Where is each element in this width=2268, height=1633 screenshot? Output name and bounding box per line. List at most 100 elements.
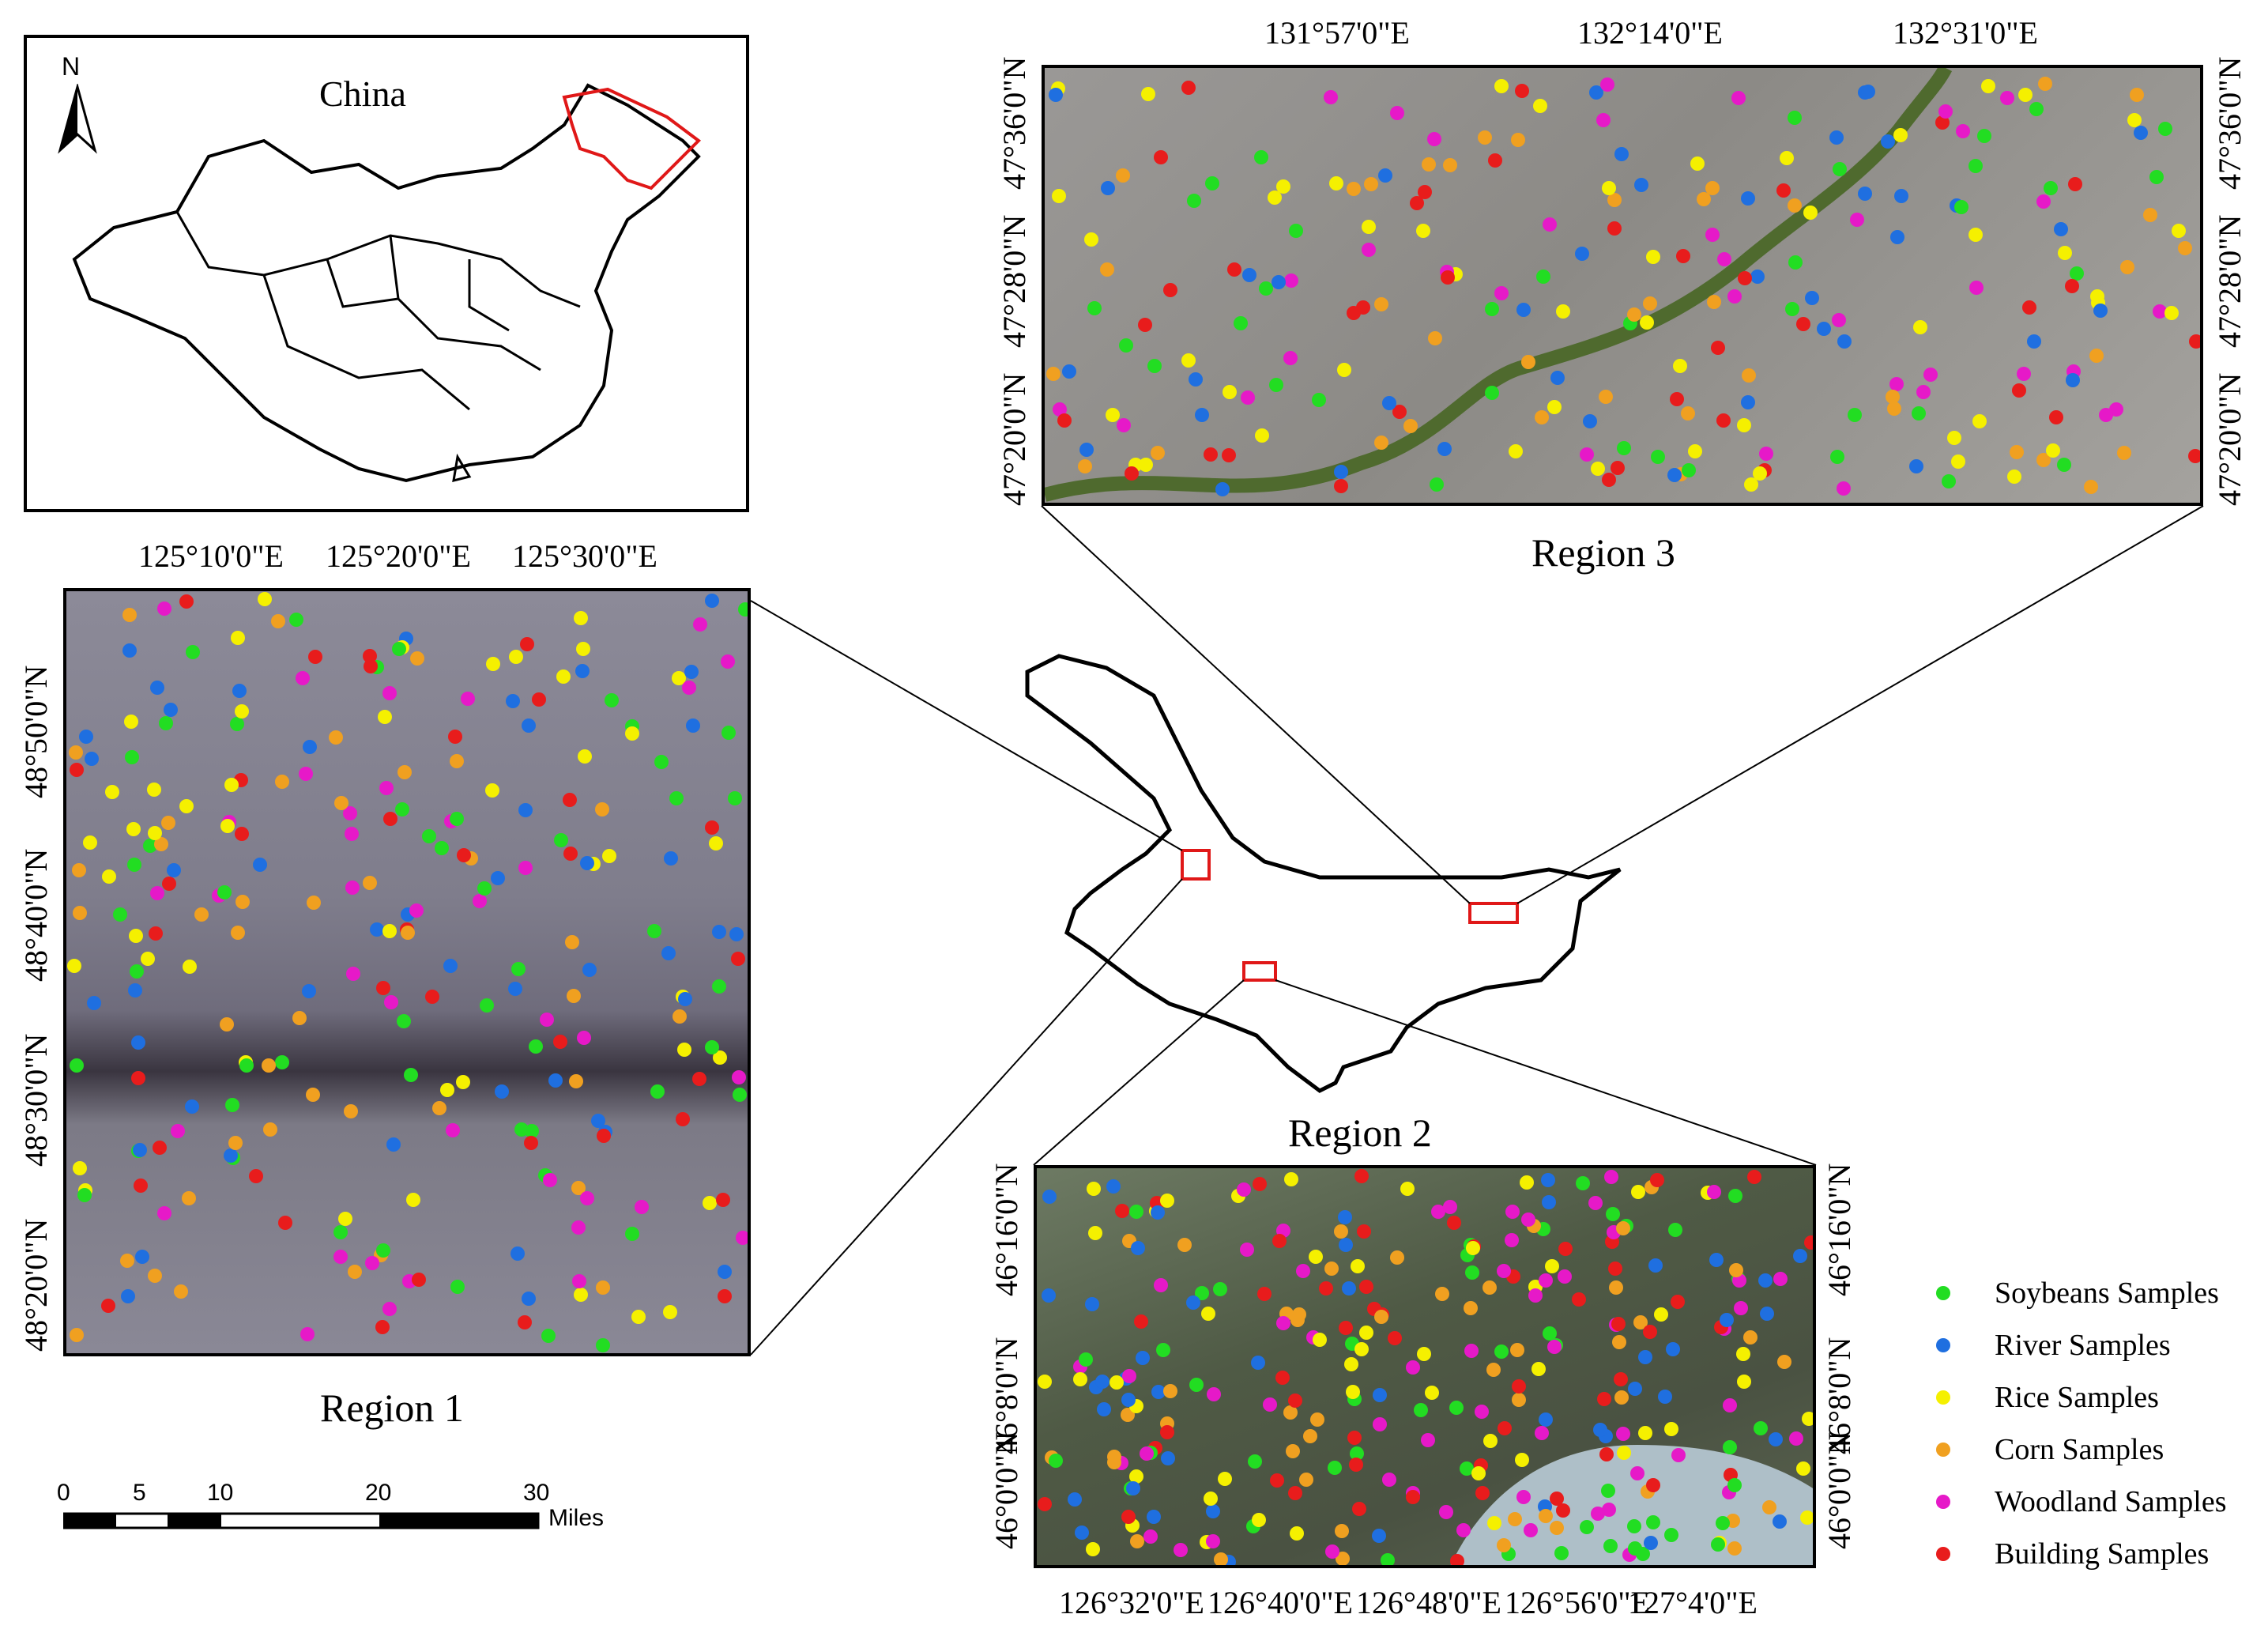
region1-top-tick: 125°20'0"E [326,538,471,574]
sample-point [1628,1541,1642,1556]
sample-point [1335,1524,1349,1538]
region2-left-tick: 46°0'0"N [989,1431,1024,1549]
sample-point [70,1058,84,1073]
sample-point [1729,1263,1743,1277]
sample-point [1204,1492,1218,1506]
sample-point [1141,87,1155,101]
sample-point [1122,1369,1136,1383]
sample-point [1588,1196,1603,1210]
sample-point [1272,1234,1287,1248]
sample-point [278,1216,292,1230]
sample-point [693,617,707,632]
sample-point [450,754,464,768]
sample-point [1443,1200,1457,1214]
sample-point [1087,1182,1101,1196]
sample-point [506,694,520,708]
sample-point [2134,126,2148,140]
sample-point [235,704,249,718]
sample-point [1252,1513,1266,1527]
sample-point [1829,130,1844,145]
sample-point [2058,246,2072,260]
sample-point [220,1017,234,1031]
sample-point [563,793,577,807]
sample-point [1505,1205,1520,1219]
sample-point [153,1141,167,1155]
sample-point [1510,1343,1524,1357]
sample-point [1303,1429,1317,1443]
sample-point [2018,88,2033,102]
sample-point [79,730,93,744]
sample-point [1744,477,1758,492]
sample-point [1800,1510,1813,1525]
sample-point [69,745,83,760]
sample-point [1938,104,1953,119]
sample-point [1147,359,1162,373]
region2-bottom-tick: 126°48'0"E [1356,1585,1501,1620]
sample-point [1430,477,1444,492]
sample-point [125,750,139,764]
sample-point [1646,1515,1660,1529]
sample-point [386,1137,401,1152]
sample-point [556,669,571,684]
sample-point [1351,1259,1365,1273]
sample-point [672,671,686,685]
sample-point [1580,447,1594,462]
sample-point [1390,106,1404,120]
sample-point [2046,443,2060,458]
sample-point [1758,1273,1773,1288]
sample-point [1189,372,1203,387]
sample-point [1126,1481,1140,1495]
sample-point [376,1243,390,1258]
region3-map [1042,65,2203,506]
sample-point [249,1169,263,1183]
legend-swatch [1936,1390,1950,1405]
sample-point [554,833,568,847]
sample-point [1543,1326,1557,1341]
region3-right-tick: 47°20'0"N [2212,372,2247,506]
sample-point [733,1088,747,1102]
sample-point [1328,1461,1342,1475]
sample-point [73,906,87,920]
sample-point [1633,1315,1648,1329]
sample-point [271,614,285,628]
sample-point [262,1058,276,1073]
sample-point [1253,1177,1267,1191]
sample-point [1773,1514,1787,1529]
sample-point [1516,1490,1531,1504]
sample-point [1206,1504,1220,1518]
sample-point [1614,1390,1629,1405]
sample-point [1464,1301,1478,1315]
sample-point [1248,1454,1262,1469]
sample-point [540,1013,554,1027]
sample-point [134,1179,148,1193]
sample-point [1738,271,1752,285]
sample-point [77,1188,92,1202]
sample-point [1524,1523,1538,1537]
sample-point [571,1220,586,1235]
sample-point [296,671,310,685]
region2-left-tick: 46°16'0"N [989,1163,1024,1296]
sample-point [1617,1446,1631,1460]
legend-item: Soybeans Samples [1936,1276,2219,1311]
sample-point [728,791,742,805]
sample-point [150,886,164,900]
sample-point [1741,191,1755,206]
sample-point [1737,1375,1751,1389]
sample-point [1603,1539,1618,1553]
sample-point [2044,181,2058,195]
sample-point [1893,128,1908,142]
sample-point [113,907,127,922]
sample-point [565,935,579,949]
sample-point [1727,1541,1742,1556]
sample-point [345,881,360,895]
sample-point [167,863,181,877]
sample-point [344,1104,358,1118]
sample-point [1803,206,1818,220]
sample-point [1441,270,1455,285]
sample-point [1276,1316,1290,1330]
sample-point [1349,1458,1363,1472]
sample-point [1608,1262,1622,1276]
sample-point [1539,1412,1553,1427]
sample-point [1478,130,1492,145]
sample-point [1268,190,1282,205]
